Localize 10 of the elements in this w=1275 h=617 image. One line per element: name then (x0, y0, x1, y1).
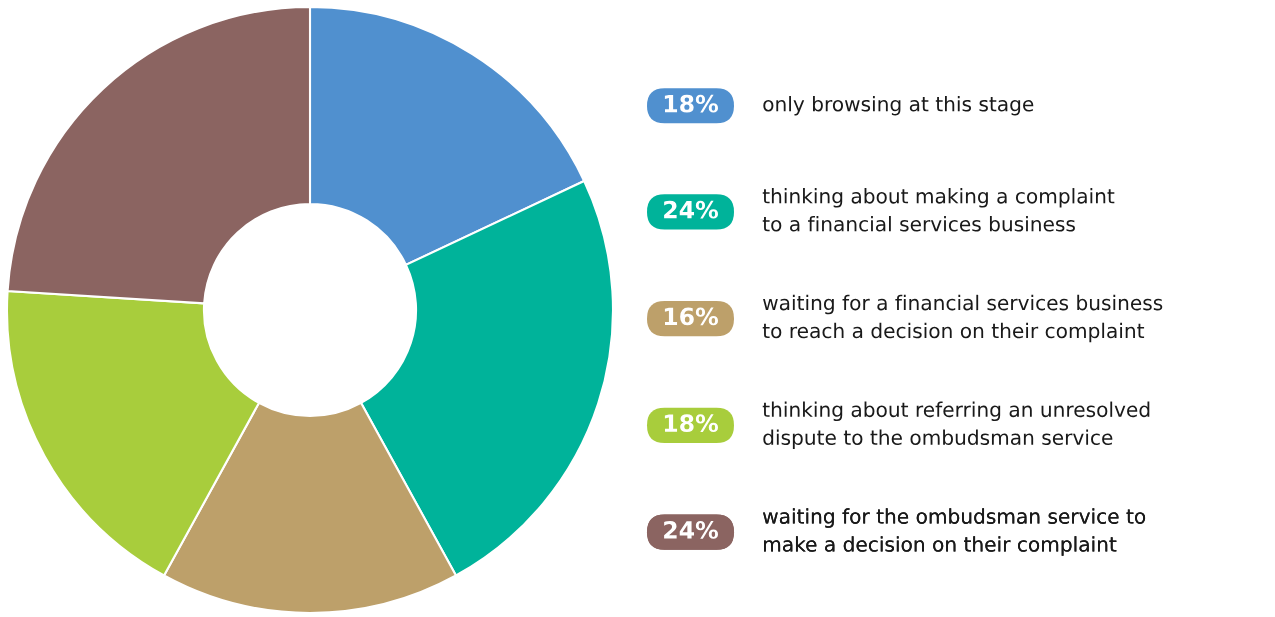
data-label: 18% (664, 94, 719, 113)
legend-label: thinking about making a complaint to a financial services business (762, 188, 1115, 232)
legend-label: only browsing at this stage (763, 95, 1034, 116)
legend-label: thinking about referring an unresolved dispute to the ombudsman service (762, 401, 1150, 449)
data-label: 18% (664, 414, 719, 433)
data-label: 24% (664, 200, 719, 219)
legend-label: waiting for the ombudsman service to make a decision on their complaint (763, 508, 1146, 556)
legend-label: waiting for a financial services business to reach a decision on their complaint (762, 294, 1163, 343)
data-label: 24% (664, 520, 719, 539)
data-label: 16% (664, 307, 719, 326)
